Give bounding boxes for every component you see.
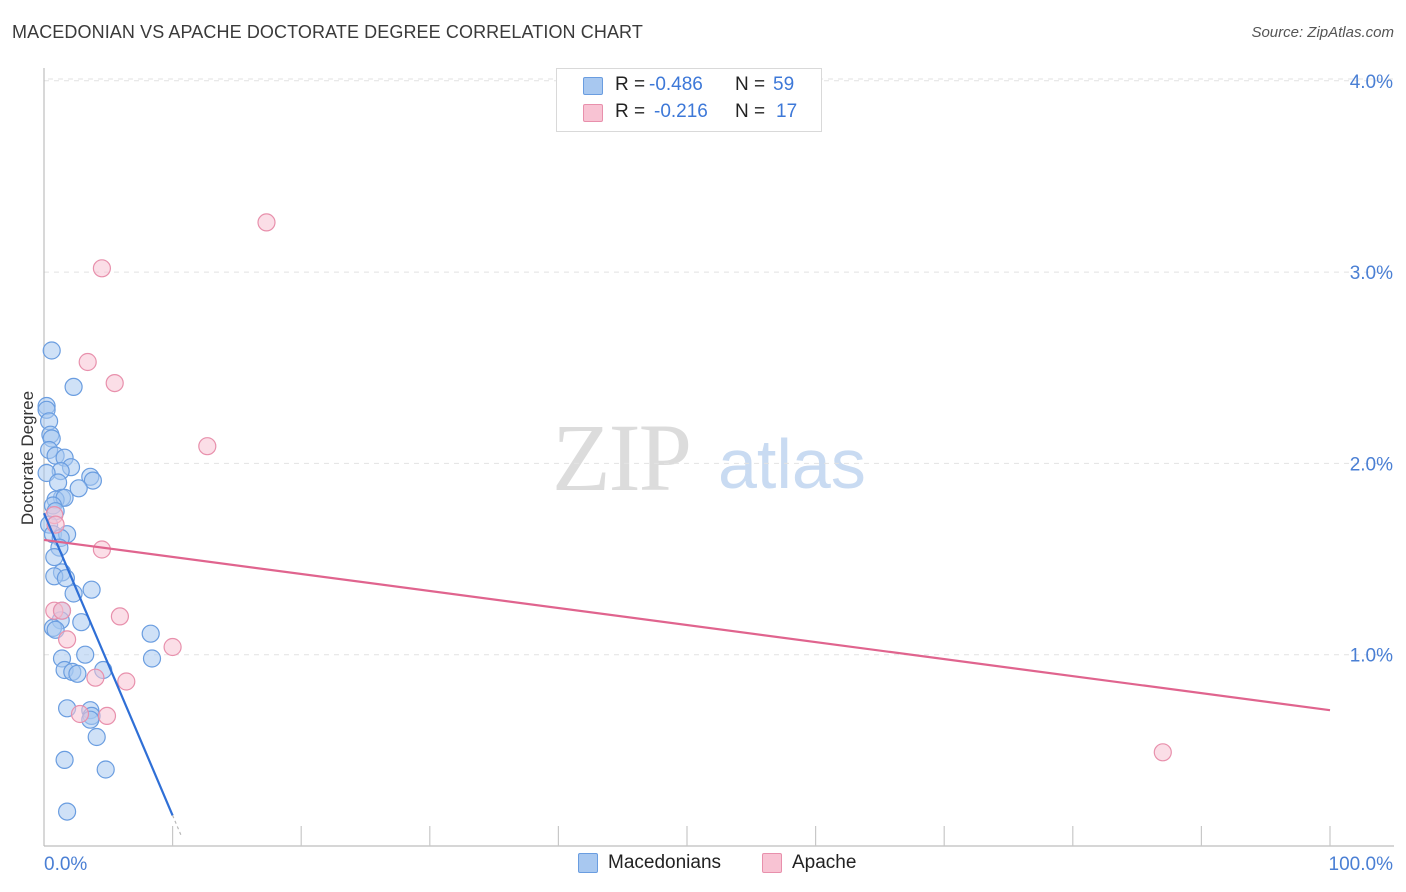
x-tick-label: 0.0%: [44, 854, 87, 875]
point-macedonians: [82, 580, 101, 599]
point-macedonians: [141, 624, 160, 643]
legend-label-macedonians: Macedonians: [608, 852, 722, 873]
point-apache: [92, 259, 112, 278]
stats-legend: R = -0.486 N = 59 R = -0.216 N = 17: [556, 68, 822, 132]
trend-line-macedonians: [42, 512, 174, 816]
point-apache: [1153, 743, 1172, 762]
point-apache: [52, 601, 72, 620]
legend-r-label: R =: [615, 101, 651, 122]
trend-line-apache: [43, 538, 1331, 712]
x-tick-labels: 0.0% 100.0%: [44, 854, 1393, 875]
gridlines: [44, 78, 1394, 656]
data-points: [37, 213, 1172, 821]
point-macedonians: [55, 750, 74, 770]
chart-title: MACEDONIAN VS APACHE DOCTORATE DEGREE CO…: [12, 22, 643, 42]
legend-label-apache: Apache: [792, 852, 857, 873]
legend-n-value: 17: [776, 101, 798, 122]
legend-swatch-apache: [762, 853, 782, 873]
point-macedonians: [69, 479, 88, 498]
point-macedonians: [87, 727, 106, 747]
y-tick-label: 2.0%: [1350, 454, 1393, 475]
legend-r-label: R =: [615, 74, 651, 95]
point-apache: [117, 672, 136, 691]
y-tick-label: 1.0%: [1350, 646, 1393, 667]
legend-row-macedonians: R = -0.486 N = 59: [557, 73, 821, 99]
point-apache: [163, 637, 182, 657]
legend-item-macedonians[interactable]: Macedonians: [578, 852, 721, 874]
legend-swatch-macedonians: [578, 853, 598, 873]
point-macedonians: [48, 473, 68, 492]
y-tick-labels: 1.0% 2.0% 3.0% 4.0%: [1350, 72, 1393, 667]
point-macedonians: [57, 802, 77, 821]
point-apache: [92, 540, 112, 559]
point-macedonians: [42, 341, 61, 360]
point-macedonians: [142, 649, 162, 668]
legend-swatch-macedonians: [583, 77, 603, 95]
point-apache: [78, 352, 97, 372]
point-apache: [198, 437, 217, 456]
legend-n-label: N =: [735, 101, 771, 122]
watermark-atlas: atlas: [718, 425, 866, 503]
point-apache: [86, 668, 105, 687]
point-apache: [97, 706, 117, 726]
watermark: ZIP atlas: [552, 404, 866, 511]
point-macedonians: [68, 664, 87, 683]
trend-line-extension-macedonians: [172, 815, 182, 836]
point-apache: [105, 374, 124, 393]
y-tick-label: 4.0%: [1350, 72, 1393, 93]
point-apache: [110, 607, 130, 626]
y-tick-label: 3.0%: [1350, 263, 1393, 284]
legend-item-apache[interactable]: Apache: [762, 852, 856, 874]
legend-row-apache: R = -0.216 N = 17: [557, 100, 821, 126]
legend-r-value: -0.216: [654, 101, 708, 122]
legend-swatch-apache: [583, 104, 603, 122]
watermark-zip: ZIP: [552, 404, 690, 511]
legend-n-value: 59: [773, 74, 795, 95]
point-macedonians: [76, 645, 95, 664]
point-macedonians: [83, 471, 103, 490]
point-apache: [70, 704, 90, 724]
legend-r-value: -0.486: [649, 74, 703, 95]
legend-n-label: N =: [735, 74, 771, 95]
trend-lines: [42, 512, 1331, 836]
point-apache: [57, 630, 77, 649]
source-label: Source: ZipAtlas.com: [1251, 24, 1394, 41]
point-macedonians: [64, 377, 83, 396]
point-apache: [257, 213, 276, 232]
point-macedonians: [96, 760, 115, 779]
x-tick-label: 100.0%: [1329, 854, 1394, 875]
